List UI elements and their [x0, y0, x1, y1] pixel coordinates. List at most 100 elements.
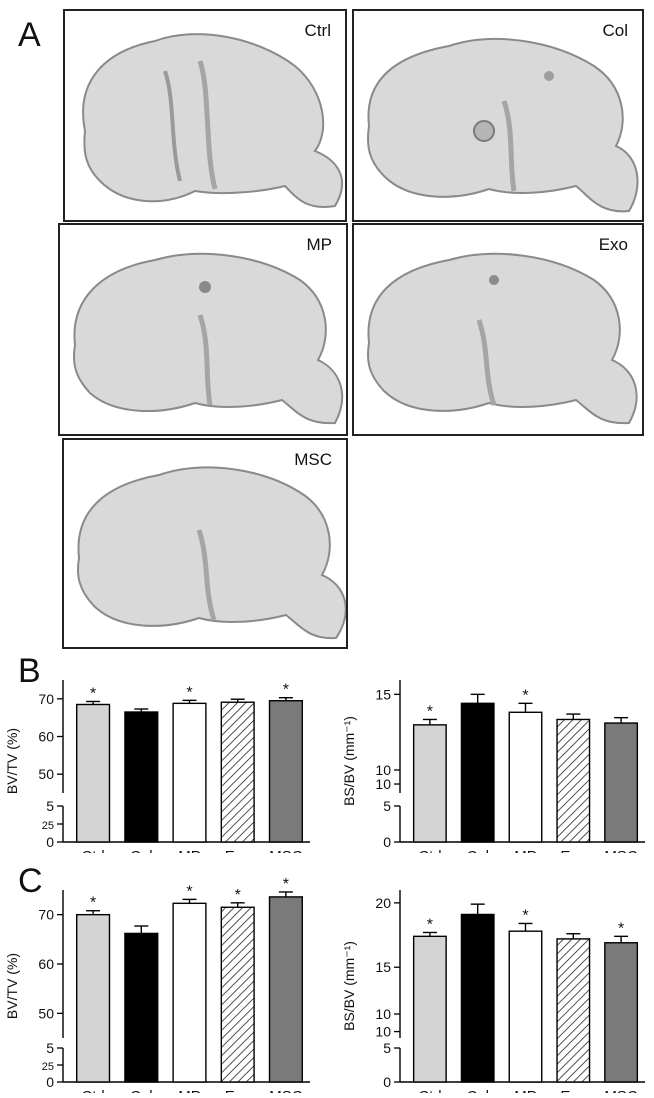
chart-b-bvtv: 50 60 70 0 25 5 BV/TV (%) * Ctrl Col * MP Exo * MSC [0, 668, 320, 865]
bar-col [124, 711, 159, 843]
femur-render [366, 252, 638, 425]
image-label: Ctrl [304, 21, 331, 40]
x-tick-label: MP [178, 1088, 201, 1093]
x-tick-label: Ctrl [418, 848, 441, 853]
y-axis-label: BS/BV (mm⁻¹) [341, 716, 357, 806]
bar-ctrl [76, 703, 111, 843]
panel-label-b: B [18, 652, 41, 690]
significance-star: * [186, 684, 192, 701]
y-tick-label: 50 [38, 1005, 54, 1021]
x-tick-label: MP [514, 1088, 537, 1093]
bar-ctrl [412, 724, 447, 843]
significance-star: * [90, 685, 96, 702]
chart-b-bsbv: 10 15 0 5 10 BS/BV (mm⁻¹) * Ctrl Col * MP Exo MSC [327, 668, 654, 865]
significance-star: * [235, 887, 241, 904]
y-tick-label: 0 [383, 834, 391, 850]
x-tick-label: Col [466, 1088, 489, 1093]
x-tick-label: MP [514, 848, 537, 853]
y-tick-label: 60 [38, 956, 54, 972]
bar-col [124, 932, 159, 1083]
image-label: MP [306, 235, 333, 254]
x-tick-label: MP [178, 848, 201, 853]
x-tick-label: Exo [560, 848, 586, 853]
femur-render [72, 252, 344, 425]
femur-render [76, 466, 346, 640]
significance-star: * [186, 883, 192, 900]
significance-star: * [522, 687, 528, 704]
x-tick-label: MSC [604, 848, 638, 853]
x-tick-label: Ctrl [81, 1088, 104, 1093]
y-tick-label: 5 [46, 798, 54, 814]
bar-exo [556, 938, 591, 1083]
chart-svg: 10 15 0 5 10 BS/BV (mm⁻¹) * Ctrl Col * MP Exo MSC [341, 680, 645, 865]
x-tick-label: MSC [269, 848, 303, 853]
y-tick-label: 10 [375, 1006, 391, 1022]
y-tick-label: 5 [383, 798, 391, 814]
significance-star: * [522, 907, 528, 924]
bar-col [460, 913, 495, 1083]
y-tick-label: 25 [42, 820, 54, 832]
bone-image-col: Col [352, 9, 644, 222]
bar-exo [556, 718, 591, 843]
bar-msc [268, 896, 303, 1083]
chart-svg: 50 60 70 025 5 BV/TV (%) * Ctrl Col * MP * Exo * MSC [4, 876, 310, 1098]
y-tick-label: 0 [46, 1074, 54, 1090]
x-tick-label: Ctrl [418, 1088, 441, 1093]
x-tick-label: Col [466, 848, 489, 853]
bar-msc [268, 700, 303, 843]
bone-image-mp: MP [58, 223, 348, 436]
panel-label-a: A [18, 16, 41, 54]
y-tick-label: 5 [46, 1040, 54, 1056]
image-label: Exo [598, 235, 628, 254]
y-tick-label: 50 [38, 766, 54, 782]
bar-exo [220, 906, 255, 1083]
bar-ctrl [76, 913, 111, 1083]
bone-image-exo: Exo [352, 223, 644, 436]
y-tick-label: 20 [375, 895, 391, 911]
bar-msc [604, 942, 639, 1083]
bar-msc [604, 722, 639, 843]
significance-star: * [283, 682, 289, 699]
y-tick-label: 0 [383, 1074, 391, 1090]
y-tick-label: 10 [375, 1024, 391, 1040]
chart-svg: 50 60 70 0 25 5 BV/TV (%) * Ctrl Col * MP Exo * MSC [4, 680, 310, 865]
y-tick-label: 10 [375, 762, 391, 778]
significance-star: * [618, 920, 624, 937]
bar-exo [220, 701, 255, 843]
bar-mp [508, 930, 543, 1083]
y-axis-label: BS/BV (mm⁻¹) [341, 941, 357, 1031]
y-tick-label: 70 [38, 907, 54, 923]
x-tick-label: Col [130, 1088, 153, 1093]
bone-image-msc: MSC [62, 438, 348, 649]
y-axis-label: BV/TV (%) [4, 953, 20, 1019]
bar-mp [508, 711, 543, 843]
bar-col [460, 702, 495, 843]
x-tick-label: MSC [604, 1088, 638, 1093]
bar-mp [172, 902, 207, 1083]
x-tick-label: Exo [560, 1088, 586, 1093]
x-tick-label: Exo [225, 848, 251, 853]
y-tick-label: 15 [375, 959, 391, 975]
significance-star: * [427, 703, 433, 720]
significance-star: * [283, 878, 289, 893]
y-tick-label: 5 [383, 1040, 391, 1056]
chart-c-bvtv: 50 60 70 025 5 BV/TV (%) * Ctrl Col * MP * Exo * MSC [0, 876, 320, 1098]
image-label: MSC [294, 450, 332, 469]
image-label: Col [602, 21, 628, 40]
y-tick-label: 15 [375, 686, 391, 702]
bone-image-ctrl: Ctrl [63, 9, 347, 222]
significance-star: * [90, 895, 96, 912]
y-tick-label: 70 [38, 691, 54, 707]
x-tick-label: Col [130, 848, 153, 853]
femur-render [366, 37, 639, 213]
x-tick-label: Exo [225, 1088, 251, 1093]
bar-mp [172, 702, 207, 843]
x-tick-label: MSC [269, 1088, 303, 1093]
significance-star: * [427, 916, 433, 933]
femur-render [82, 33, 344, 208]
x-tick-label: Ctrl [81, 848, 104, 853]
y-tick-label: 60 [38, 729, 54, 745]
y-tick-label: 10 [375, 776, 391, 792]
